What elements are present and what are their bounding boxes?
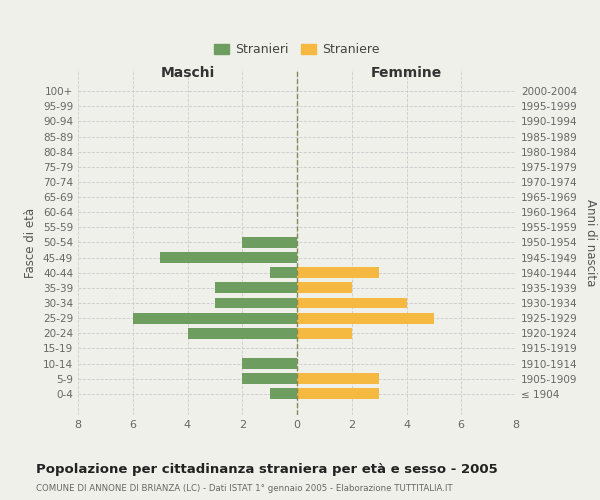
Text: Femmine: Femmine bbox=[371, 66, 442, 80]
Y-axis label: Fasce di età: Fasce di età bbox=[25, 208, 37, 278]
Text: COMUNE DI ANNONE DI BRIANZA (LC) - Dati ISTAT 1° gennaio 2005 - Elaborazione TUT: COMUNE DI ANNONE DI BRIANZA (LC) - Dati … bbox=[36, 484, 452, 493]
Text: Popolazione per cittadinanza straniera per età e sesso - 2005: Popolazione per cittadinanza straniera p… bbox=[36, 462, 498, 475]
Bar bbox=[297, 298, 407, 308]
Bar bbox=[133, 312, 297, 324]
Bar bbox=[242, 374, 297, 384]
Bar bbox=[297, 374, 379, 384]
Bar bbox=[297, 282, 352, 294]
Legend: Stranieri, Straniere: Stranieri, Straniere bbox=[209, 38, 385, 62]
Bar bbox=[242, 237, 297, 248]
Bar bbox=[269, 268, 297, 278]
Bar bbox=[297, 328, 352, 339]
Bar bbox=[215, 282, 297, 294]
Y-axis label: Anni di nascita: Anni di nascita bbox=[584, 199, 597, 286]
Bar bbox=[242, 358, 297, 369]
Bar bbox=[297, 312, 434, 324]
Bar bbox=[215, 298, 297, 308]
Text: Maschi: Maschi bbox=[160, 66, 215, 80]
Bar bbox=[297, 268, 379, 278]
Bar bbox=[297, 388, 379, 400]
Bar bbox=[187, 328, 297, 339]
Bar bbox=[269, 388, 297, 400]
Bar bbox=[160, 252, 297, 263]
